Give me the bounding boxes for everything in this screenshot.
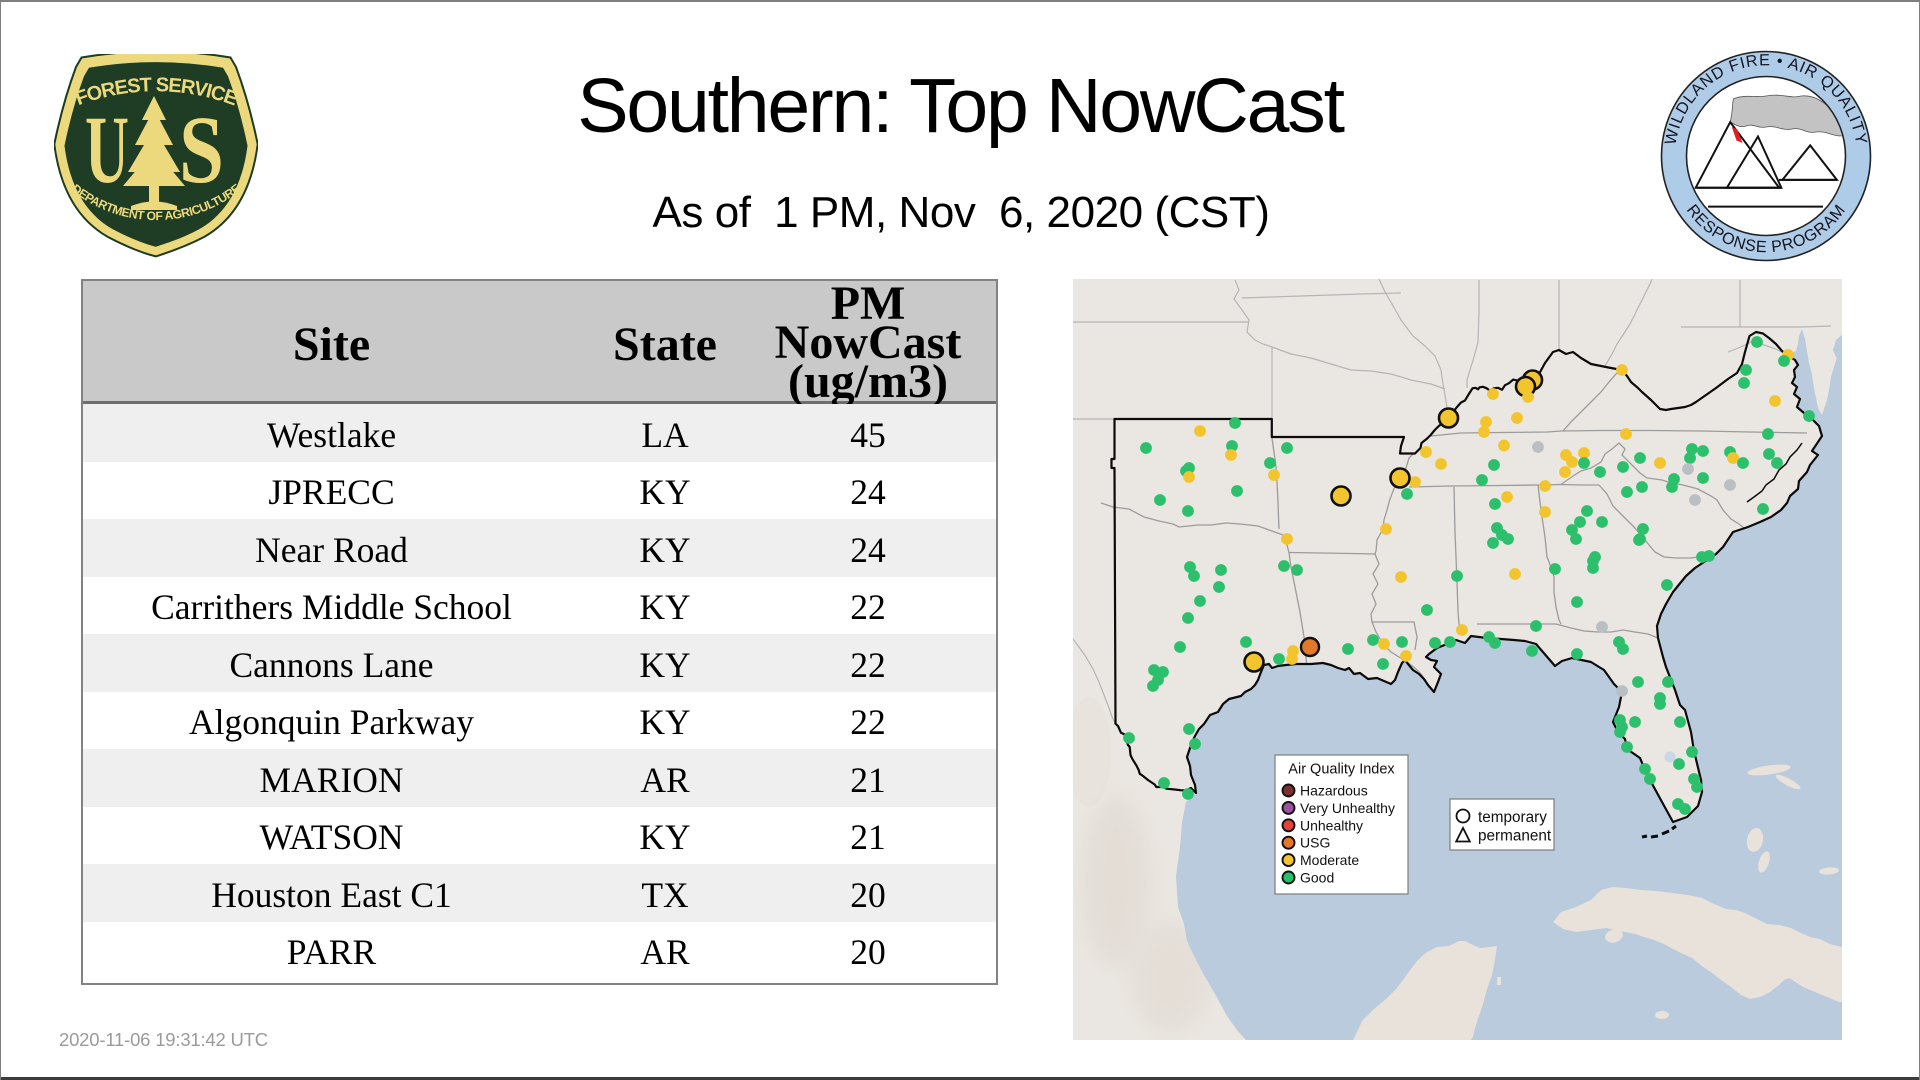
svg-text:Moderate: Moderate bbox=[1300, 852, 1359, 868]
svg-text:S: S bbox=[179, 96, 224, 203]
svg-text:temporary: temporary bbox=[1478, 809, 1547, 826]
svg-text:Hazardous: Hazardous bbox=[1300, 783, 1368, 799]
svg-text:Very Unhealthy: Very Unhealthy bbox=[1300, 800, 1395, 816]
svg-text:Unhealthy: Unhealthy bbox=[1300, 817, 1363, 833]
svg-text:permanent: permanent bbox=[1478, 828, 1552, 845]
svg-text:Air Quality Index: Air Quality Index bbox=[1288, 762, 1395, 778]
svg-text:U: U bbox=[85, 96, 129, 203]
svg-text:USG: USG bbox=[1300, 835, 1330, 851]
svg-text:Good: Good bbox=[1300, 870, 1334, 886]
